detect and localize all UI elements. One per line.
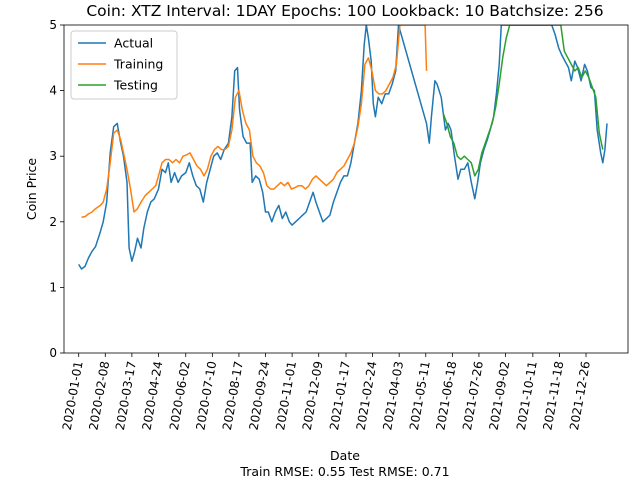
legend-box (70, 30, 178, 100)
y-tick-label: 3 (49, 149, 57, 163)
legend-label-testing: Testing (113, 78, 158, 93)
chart-title: Coin: XTZ Interval: 1DAY Epochs: 100 Loo… (86, 2, 603, 20)
series-layer (78, 25, 608, 270)
plot-area (63, 24, 629, 354)
y-axis-label: Coin Price (24, 158, 39, 221)
rmse-footer: Train RMSE: 0.55 Test RMSE: 0.71 (239, 464, 449, 479)
series-line-testing (442, 25, 604, 177)
series-line-training (81, 25, 428, 218)
legend-label-actual: Actual (114, 36, 153, 51)
y-tick-label: 5 (49, 18, 57, 32)
y-tick-label: 4 (49, 84, 57, 98)
legend-label-training: Training (113, 57, 163, 72)
y-axis: 0 1 2 3 4 5 (49, 18, 64, 360)
legend: Actual Training Testing (70, 30, 178, 100)
y-tick-label: 0 (49, 346, 57, 360)
y-tick-label: 1 (49, 280, 57, 294)
x-axis-label: Date (330, 448, 360, 463)
y-tick-label: 2 (49, 215, 57, 229)
